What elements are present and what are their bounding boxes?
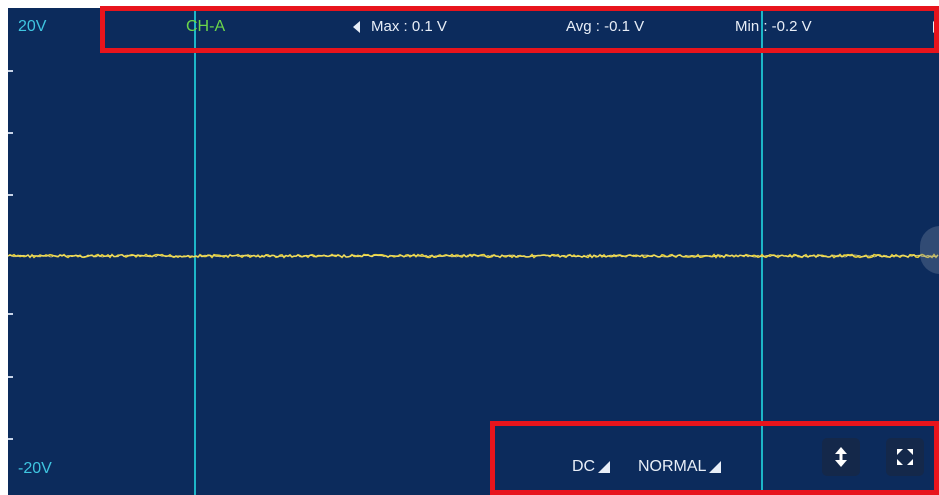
- scale-tick: [8, 132, 13, 134]
- scale-tick: [8, 194, 13, 196]
- avg-measurement: Avg : -0.1 V: [566, 18, 645, 35]
- min-measurement: Min : -0.2 V: [735, 18, 812, 35]
- scale-tick: [8, 376, 13, 378]
- dropdown-corner-icon: [709, 461, 722, 473]
- scale-max-label: 20V: [18, 18, 47, 35]
- fullscreen-button[interactable]: [886, 438, 924, 476]
- side-drawer-handle[interactable]: [920, 226, 939, 274]
- time-cursor-left[interactable]: [194, 8, 196, 495]
- scale-tick: [8, 438, 13, 440]
- scale-min-label: -20V: [18, 460, 52, 477]
- oscilloscope-display[interactable]: 20V -20V CH-A Max : 0.1 V Avg : -0.1 V M…: [8, 8, 939, 495]
- dropdown-corner-icon: [598, 461, 611, 473]
- trigger-mode-label: NORMAL: [638, 458, 707, 475]
- channel-label[interactable]: CH-A: [186, 18, 226, 35]
- vertical-adjust-button[interactable]: [822, 438, 860, 476]
- coupling-label: DC: [572, 458, 596, 475]
- waveform-trace: [8, 253, 939, 259]
- time-cursor-right[interactable]: [761, 8, 763, 495]
- trigger-mode-dropdown[interactable]: NORMAL: [638, 458, 722, 476]
- vertical-arrows-icon: [835, 447, 847, 467]
- next-arrow-icon[interactable]: [933, 21, 939, 33]
- scale-tick: [8, 313, 13, 315]
- previous-arrow-icon[interactable]: [353, 21, 360, 33]
- coupling-dropdown[interactable]: DC: [572, 458, 611, 476]
- scale-tick: [8, 70, 13, 72]
- fullscreen-icon: [897, 449, 913, 465]
- max-measurement: Max : 0.1 V: [371, 18, 447, 35]
